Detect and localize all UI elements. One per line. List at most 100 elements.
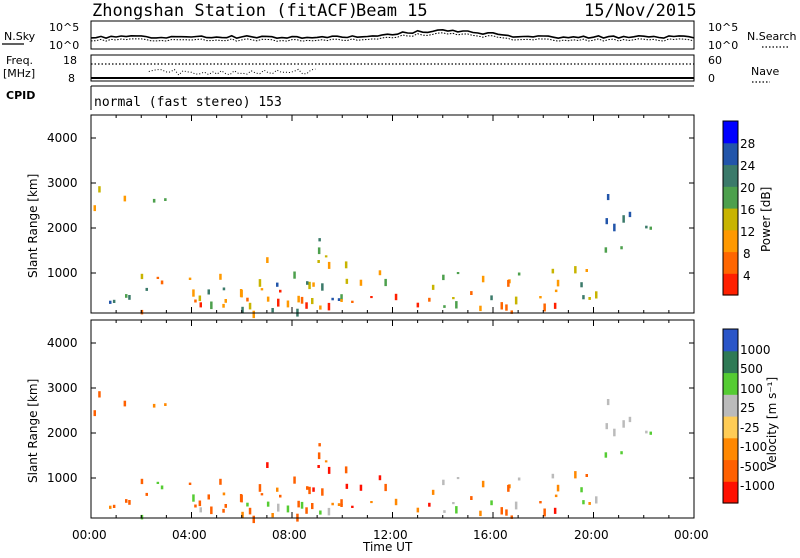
xtick-0400: 04:00 — [172, 528, 207, 542]
echo-cell — [370, 501, 373, 504]
echo-cell — [628, 416, 632, 423]
velocity-colorbar-label: Velocity [m s⁻¹] — [765, 377, 779, 470]
echo-cell — [222, 508, 225, 513]
xtick-2000: 20:00 — [574, 528, 609, 542]
echo-cell — [224, 299, 227, 303]
colorbar-segment — [723, 416, 738, 439]
echo-cell — [331, 502, 334, 506]
echo-cell — [260, 288, 264, 291]
echo-cell — [479, 510, 482, 517]
echo-cell — [239, 494, 243, 502]
echo-cell — [271, 513, 274, 518]
power-ytick-3000: 3000 — [47, 176, 78, 190]
echo-cell — [384, 483, 387, 492]
echo-cell — [507, 279, 510, 287]
echo-cell — [293, 476, 296, 484]
velocity-ytick-2000: 2000 — [47, 426, 78, 440]
colorbar-segment — [723, 164, 738, 187]
echo-cell — [613, 223, 616, 232]
echo-cell — [140, 478, 144, 485]
power-ylabel: Slant Range [km] — [26, 174, 40, 278]
velocity-cb-tick-500: 500 — [740, 362, 763, 376]
echo-cell — [305, 507, 308, 514]
echo-cell — [481, 275, 485, 283]
echo-cell — [340, 499, 343, 506]
echo-cell — [490, 500, 493, 506]
colorbar-segment — [723, 459, 738, 482]
echo-cell — [319, 510, 322, 515]
echo-cell — [312, 487, 315, 492]
echo-cell — [505, 304, 508, 311]
echo-cell — [324, 255, 328, 258]
echo-cell — [199, 507, 202, 513]
echo-cell — [308, 281, 311, 290]
echo-cell — [416, 302, 420, 308]
echo-cell — [241, 306, 244, 313]
echo-cell — [258, 484, 262, 492]
nsky-trace — [90, 28, 695, 40]
power-colorbar-label: Power [dB] — [759, 187, 773, 252]
echo-cell — [416, 507, 420, 513]
echo-cell — [351, 300, 354, 303]
echo-cell — [481, 480, 485, 488]
echo-cell — [156, 276, 160, 279]
echo-cell — [337, 298, 341, 301]
nsearch-label: N.Search — [747, 30, 797, 43]
echo-cell — [620, 246, 623, 250]
echo-cell — [514, 296, 518, 305]
echo-cell — [305, 302, 308, 309]
xtick-1200: 12:00 — [373, 528, 408, 542]
echo-cell — [456, 272, 460, 275]
noise-panel — [90, 20, 695, 50]
echo-cell — [277, 298, 280, 307]
colorbar-segment — [723, 394, 738, 417]
echo-cell — [109, 300, 112, 304]
echo-cell — [539, 501, 542, 504]
echo-cell — [252, 515, 255, 524]
echo-cell — [384, 278, 387, 287]
nave-tick-high: 60 — [708, 54, 722, 67]
echo-cell — [455, 506, 458, 514]
xtick-1600: 16:00 — [473, 528, 508, 542]
freq-tick-high: 18 — [63, 54, 77, 67]
power-cb-tick-4: 4 — [743, 269, 751, 283]
echo-cell — [318, 238, 321, 242]
colorbar-segment — [723, 121, 738, 144]
echo-cell — [98, 391, 101, 398]
echo-cell — [248, 507, 252, 515]
freq-nave-panel — [90, 54, 695, 82]
echo-cell — [210, 506, 213, 515]
power-ytick-1000: 1000 — [47, 266, 78, 280]
echo-cell — [123, 400, 127, 407]
echo-cell — [553, 507, 557, 514]
echo-cell — [194, 299, 197, 303]
echo-cell — [317, 452, 321, 460]
colorbar-segment — [723, 273, 738, 296]
echo-cell — [490, 295, 493, 301]
xtick-0800: 08:00 — [272, 528, 307, 542]
echo-cell — [317, 465, 320, 468]
echo-cell — [293, 271, 296, 279]
echo-cell — [613, 428, 616, 437]
echo-cell — [340, 504, 343, 507]
echo-cell — [306, 486, 309, 490]
echo-cell — [340, 294, 343, 301]
echo-cell — [311, 503, 314, 510]
echo-cell — [145, 492, 148, 496]
echo-cell — [394, 293, 398, 301]
echo-cell — [470, 291, 473, 295]
echo-cell — [152, 198, 156, 203]
echo-cell — [517, 477, 521, 481]
echo-cell — [198, 500, 202, 507]
echo-cell — [327, 507, 331, 516]
velocity-cb-tick-neg500: -500 — [740, 460, 767, 474]
echo-cell — [452, 297, 455, 300]
echo-cell — [452, 502, 455, 505]
date-label: 15/Nov/2015 — [584, 1, 697, 21]
velocity-ytick-4000: 4000 — [47, 336, 78, 350]
echo-cell — [188, 277, 192, 280]
echo-cell — [318, 443, 321, 447]
echo-cell — [308, 486, 311, 495]
echo-cell — [241, 511, 244, 518]
colorbar-segment — [723, 437, 738, 461]
